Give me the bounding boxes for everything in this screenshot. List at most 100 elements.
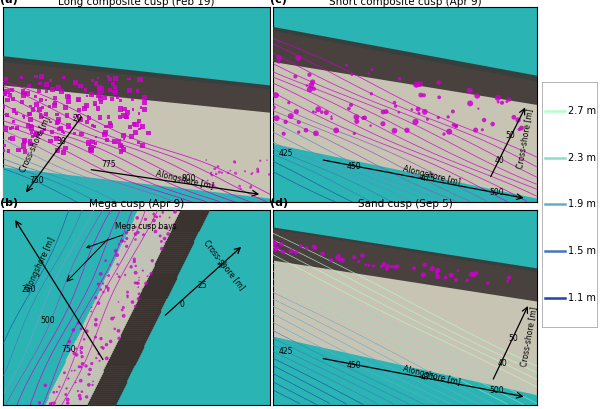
Text: 500: 500 [490, 188, 504, 197]
Point [88, 77, 97, 83]
Point [125, 124, 135, 130]
Point [8, 135, 17, 142]
Point [46, 138, 55, 144]
Point [50, 94, 59, 101]
Point [122, 235, 131, 242]
Point [342, 62, 352, 69]
Point [74, 107, 84, 113]
Point [134, 274, 144, 281]
Point [294, 119, 304, 126]
Point [71, 379, 80, 386]
Point [131, 121, 141, 128]
Point [226, 167, 235, 174]
Point [112, 252, 122, 258]
Text: (b): (b) [1, 198, 19, 208]
Point [35, 400, 44, 406]
Point [119, 133, 128, 139]
Point [123, 109, 133, 116]
Point [53, 147, 62, 154]
Point [514, 126, 524, 133]
Point [123, 292, 133, 299]
Point [106, 338, 115, 345]
Point [135, 76, 145, 83]
Text: Mega cusp bays: Mega cusp bays [87, 222, 177, 248]
Point [137, 142, 147, 148]
Point [350, 130, 359, 137]
Point [18, 89, 28, 95]
Point [453, 267, 463, 274]
Point [5, 92, 14, 98]
Point [379, 109, 388, 115]
Point [31, 130, 41, 137]
Point [95, 357, 104, 364]
Point [291, 249, 301, 256]
Point [318, 251, 328, 257]
Point [49, 389, 59, 396]
Point [116, 148, 125, 155]
Point [4, 135, 14, 142]
Point [27, 129, 37, 136]
Point [36, 97, 46, 103]
Point [469, 271, 479, 278]
Point [84, 371, 94, 378]
Text: (d): (d) [271, 198, 289, 208]
Point [114, 137, 124, 144]
Text: Cross-shore [m]: Cross-shore [m] [515, 108, 535, 169]
Point [98, 346, 108, 353]
Point [106, 123, 115, 129]
Point [305, 72, 314, 78]
Point [53, 84, 63, 91]
Point [82, 93, 92, 99]
Point [116, 97, 125, 104]
Point [415, 81, 425, 88]
Point [0, 104, 8, 110]
Point [206, 169, 216, 176]
Point [112, 271, 122, 277]
Point [505, 97, 514, 103]
Text: Alongshore [m]: Alongshore [m] [402, 364, 461, 387]
Point [420, 109, 430, 115]
Point [517, 125, 526, 131]
Point [364, 262, 373, 269]
Point [105, 87, 115, 93]
Point [98, 345, 108, 351]
Point [37, 104, 47, 111]
Point [91, 355, 101, 362]
Point [130, 121, 139, 127]
Point [19, 114, 29, 121]
Point [326, 257, 336, 263]
Point [63, 94, 73, 100]
Point [130, 258, 139, 265]
Point [52, 135, 61, 142]
Point [113, 261, 122, 267]
Point [449, 121, 458, 128]
Point [59, 149, 68, 156]
Point [107, 96, 117, 103]
Point [87, 360, 97, 367]
Point [122, 229, 131, 236]
Point [86, 308, 96, 315]
Point [134, 295, 143, 302]
Point [391, 263, 400, 270]
Point [393, 263, 403, 270]
Point [169, 221, 179, 228]
Point [467, 271, 476, 278]
Text: 775: 775 [102, 160, 116, 169]
Point [253, 169, 263, 175]
Point [389, 99, 399, 106]
Point [419, 272, 428, 278]
Point [96, 286, 106, 293]
Point [91, 321, 101, 328]
Point [439, 131, 449, 137]
Point [272, 115, 281, 121]
Point [101, 283, 111, 290]
Point [27, 125, 37, 131]
Point [230, 159, 239, 165]
Point [40, 126, 49, 133]
Point [277, 241, 286, 247]
Point [313, 106, 323, 112]
Point [101, 257, 110, 264]
Point [206, 171, 215, 177]
Point [134, 277, 144, 283]
Point [124, 76, 133, 83]
